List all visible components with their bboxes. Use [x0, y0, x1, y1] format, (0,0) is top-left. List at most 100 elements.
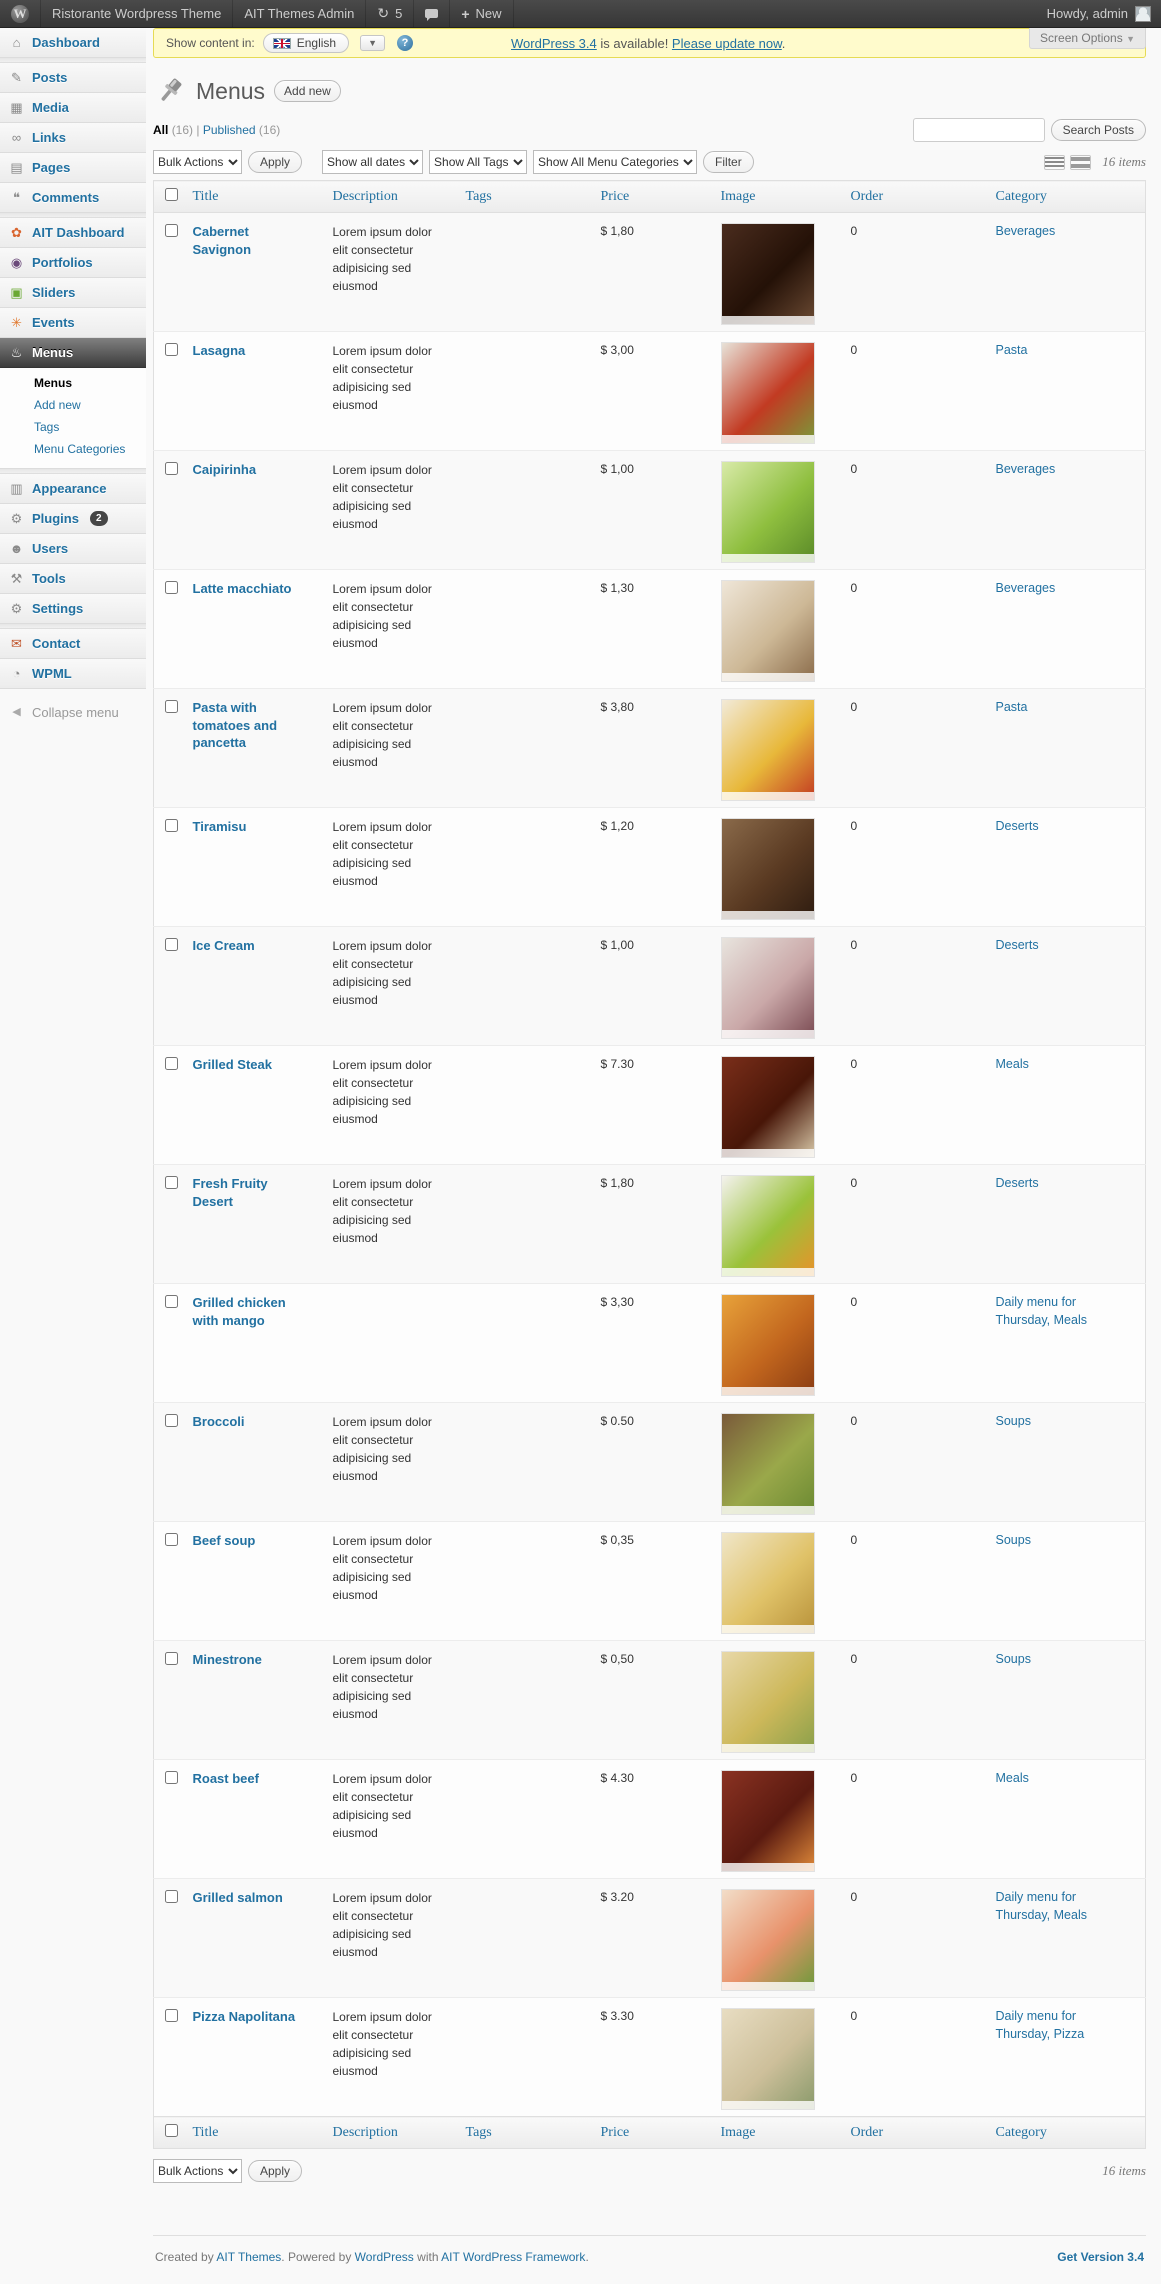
view-published-link[interactable]: Published: [202, 123, 256, 137]
sidebar-subitem-menu-categories[interactable]: Menu Categories: [34, 442, 126, 456]
row-category-link[interactable]: Soups: [995, 1533, 1031, 1547]
row-title-link[interactable]: Caipirinha: [192, 462, 257, 477]
row-title-link[interactable]: Roast beef: [192, 1771, 259, 1786]
row-title-link[interactable]: Latte macchiato: [192, 581, 292, 596]
sidebar-item-pages[interactable]: ▤ Pages: [0, 153, 146, 183]
row-checkbox[interactable]: [165, 343, 179, 356]
adminbar-site-name[interactable]: Ristorante Wordpress Theme: [41, 0, 234, 27]
sidebar-item-posts[interactable]: ✎ Posts: [0, 63, 146, 93]
column-header-category[interactable]: Category: [988, 180, 1146, 213]
row-category-link[interactable]: Beverages: [995, 462, 1056, 476]
row-category-link[interactable]: Daily menu for Thursday, Meals: [995, 1890, 1087, 1922]
adminbar-my-account[interactable]: Howdy, admin: [1047, 6, 1128, 21]
row-category-link[interactable]: Beverages: [995, 581, 1056, 595]
row-checkbox[interactable]: [165, 2009, 179, 2022]
sidebar-item-collapse-menu[interactable]: ◀ Collapse menu: [0, 697, 146, 727]
row-checkbox[interactable]: [165, 581, 179, 594]
row-title-link[interactable]: Fresh Fruity Desert: [192, 1176, 268, 1209]
screen-options-tab[interactable]: Screen Options ▼: [1029, 28, 1146, 49]
row-category-link[interactable]: Soups: [995, 1652, 1031, 1666]
sidebar-item-events[interactable]: ✳ Events: [0, 308, 146, 338]
wordpress-link[interactable]: WordPress: [354, 2250, 414, 2264]
row-title-link[interactable]: Broccoli: [192, 1414, 245, 1429]
row-checkbox[interactable]: [165, 1295, 179, 1308]
row-category-link[interactable]: Deserts: [995, 1176, 1039, 1190]
sidebar-subitem-add-new[interactable]: Add new: [34, 398, 81, 412]
bulk-actions-select-bottom[interactable]: Bulk Actions: [153, 2159, 242, 2183]
row-checkbox[interactable]: [165, 1771, 179, 1784]
sidebar-item-plugins[interactable]: ⚙ Plugins 2: [0, 504, 146, 534]
view-all-link[interactable]: All: [153, 123, 169, 137]
dates-filter-select[interactable]: Show all dates: [322, 150, 424, 174]
column-footer-price[interactable]: Price: [593, 2116, 714, 2149]
sidebar-subitem-menus[interactable]: Menus: [34, 376, 73, 390]
row-title-link[interactable]: Grilled salmon: [192, 1890, 283, 1905]
row-title-link[interactable]: Pasta with tomatoes and pancetta: [192, 700, 278, 751]
row-category-link[interactable]: Meals: [995, 1057, 1029, 1071]
sidebar-item-contact[interactable]: ✉ Contact: [0, 629, 146, 659]
help-icon[interactable]: ?: [397, 35, 414, 51]
row-category-link[interactable]: Deserts: [995, 819, 1039, 833]
adminbar-updates[interactable]: ↻ 5: [366, 0, 415, 27]
row-category-link[interactable]: Pasta: [995, 700, 1028, 714]
wordpress-version-link[interactable]: WordPress 3.4: [511, 35, 597, 51]
excerpt-view-icon[interactable]: [1070, 154, 1092, 170]
row-checkbox[interactable]: [165, 1176, 179, 1189]
select-all-checkbox[interactable]: [165, 188, 178, 201]
filter-button[interactable]: Filter: [703, 151, 754, 173]
row-checkbox[interactable]: [165, 1057, 179, 1070]
sidebar-item-settings[interactable]: ⚙ Settings: [0, 594, 146, 624]
sidebar-item-sliders[interactable]: ▣ Sliders: [0, 278, 146, 308]
tags-filter-select[interactable]: Show All Tags: [429, 150, 528, 174]
sidebar-item-wpml[interactable]: ◔ WPML: [0, 659, 146, 689]
column-footer-order[interactable]: Order: [843, 2116, 989, 2149]
row-category-link[interactable]: Daily menu for Thursday, Meals: [995, 1295, 1087, 1327]
ait-framework-link[interactable]: AIT WordPress Framework: [441, 2250, 586, 2264]
adminbar-new-menu[interactable]: + New: [450, 0, 514, 27]
row-checkbox[interactable]: [165, 1652, 179, 1665]
sidebar-item-users[interactable]: ☻ Users: [0, 534, 146, 564]
row-category-link[interactable]: Soups: [995, 1414, 1031, 1428]
column-header-title[interactable]: Title: [185, 180, 326, 213]
select-all-checkbox-bottom[interactable]: [165, 2124, 178, 2137]
apply-button-bottom[interactable]: Apply: [248, 2160, 303, 2182]
row-checkbox[interactable]: [165, 1533, 179, 1546]
language-dropdown-button[interactable]: ▼: [360, 35, 386, 51]
row-checkbox[interactable]: [165, 224, 179, 237]
row-title-link[interactable]: Pizza Napolitana: [192, 2009, 296, 2024]
row-checkbox[interactable]: [165, 1414, 179, 1427]
row-title-link[interactable]: Ice Cream: [192, 938, 255, 953]
column-footer-category[interactable]: Category: [988, 2116, 1146, 2149]
sidebar-item-media[interactable]: ▦ Media: [0, 93, 146, 123]
list-view-icon[interactable]: [1044, 154, 1066, 170]
row-checkbox[interactable]: [165, 700, 179, 713]
sidebar-item-appearance[interactable]: ▥ Appearance: [0, 474, 146, 504]
sidebar-item-comments[interactable]: ❝ Comments: [0, 183, 146, 213]
update-now-link[interactable]: Please update now: [671, 35, 782, 51]
bulk-actions-select[interactable]: Bulk Actions: [153, 150, 242, 174]
adminbar-ait-themes-admin[interactable]: AIT Themes Admin: [233, 0, 367, 27]
row-title-link[interactable]: Grilled chicken with mango: [192, 1295, 286, 1328]
language-select[interactable]: English: [262, 33, 350, 53]
adminbar-comments[interactable]: [414, 0, 451, 27]
sidebar-item-dashboard[interactable]: ⌂ Dashboard: [0, 28, 146, 58]
sidebar-item-links[interactable]: ∞ Links: [0, 123, 146, 153]
row-category-link[interactable]: Beverages: [995, 224, 1056, 238]
column-header-order[interactable]: Order: [843, 180, 989, 213]
row-checkbox[interactable]: [165, 819, 179, 832]
sidebar-item-ait-dashboard[interactable]: ✿ AIT Dashboard: [0, 218, 146, 248]
sidebar-item-menus[interactable]: ♨ Menus: [0, 338, 146, 368]
row-category-link[interactable]: Daily menu for Thursday, Pizza: [995, 2009, 1085, 2041]
row-category-link[interactable]: Pasta: [995, 343, 1028, 357]
row-title-link[interactable]: Lasagna: [192, 343, 246, 358]
row-checkbox[interactable]: [165, 1890, 179, 1903]
sidebar-item-portfolios[interactable]: ◉ Portfolios: [0, 248, 146, 278]
search-input[interactable]: [912, 118, 1045, 142]
wp-logo-menu[interactable]: W: [0, 0, 41, 27]
row-category-link[interactable]: Meals: [995, 1771, 1029, 1785]
apply-button[interactable]: Apply: [248, 151, 303, 173]
row-category-link[interactable]: Deserts: [995, 938, 1039, 952]
row-title-link[interactable]: Tiramisu: [192, 819, 247, 834]
ait-themes-link[interactable]: AIT Themes: [216, 2250, 282, 2264]
row-checkbox[interactable]: [165, 938, 179, 951]
